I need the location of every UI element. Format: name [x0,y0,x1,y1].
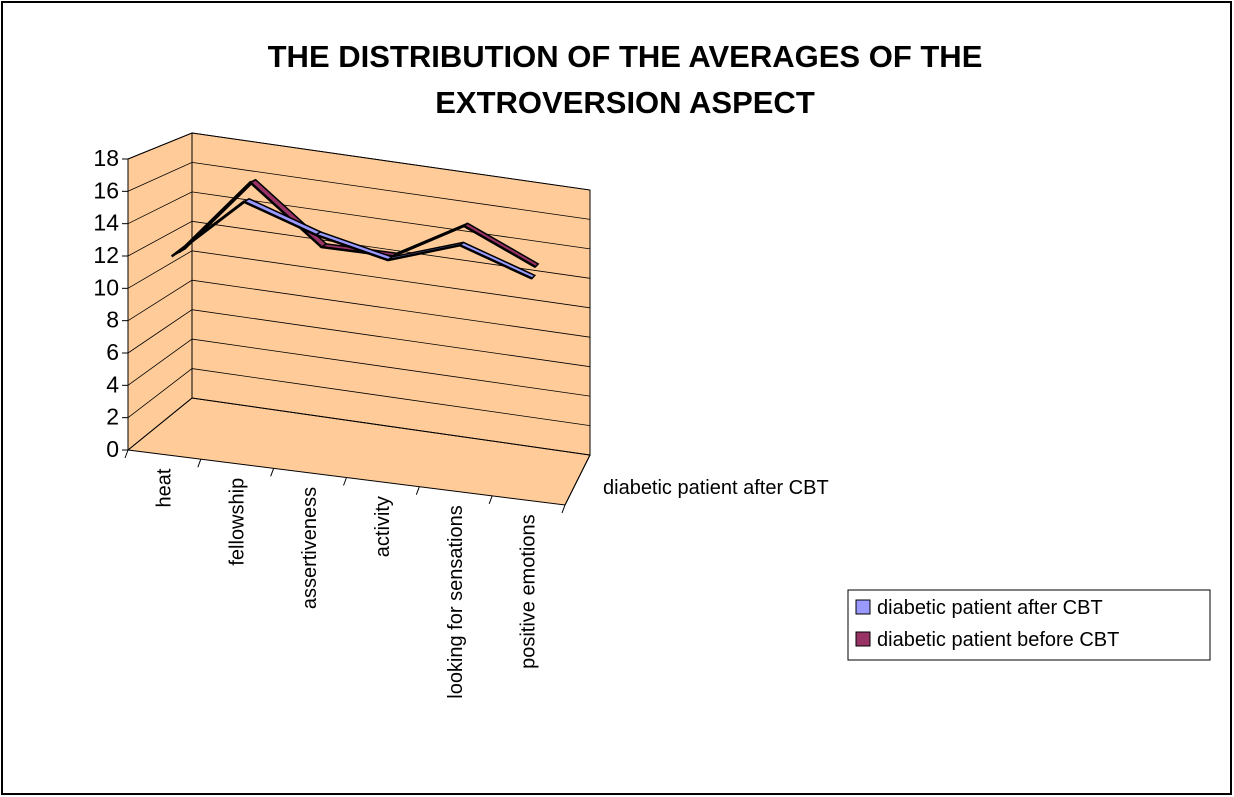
y-tick-label: 18 [93,145,119,171]
y-tick-label: 4 [106,371,119,397]
depth-axis [564,454,591,506]
x-tick [415,486,420,495]
grid-line [127,250,591,309]
x-tick-label: positive emotions [518,514,540,669]
grid-line [127,309,591,368]
side-wall [127,132,193,452]
depth-label: diabetic patient after CBT [603,477,829,499]
x-tick [343,477,347,486]
y-tick-label: 12 [93,242,119,268]
series-line [170,200,533,280]
legend-label: diabetic patient before CBT [877,629,1119,651]
grid-line [127,368,591,426]
y-tick-label: 8 [106,307,119,333]
x-tick [488,495,493,505]
x-tick-label: assertiveness [299,487,321,609]
grid-line [127,279,591,338]
x-tick [124,449,129,459]
grid-line [127,338,591,397]
y-tick-label: 10 [93,274,119,300]
x-tick-label: looking for sensations [445,505,467,698]
x-tick [561,504,566,514]
x-tick-label: fellowship [226,478,248,566]
legend-label: diabetic patient after CBT [877,597,1103,619]
grid-line [127,161,591,220]
y-tick-label: 0 [106,436,119,462]
x-tick-label: activity [372,496,394,557]
x-tick-label: heat [153,468,175,507]
x-tick [197,458,202,468]
grid-line [127,132,591,191]
chart-title: THE DISTRIBUTION OF THE AVERAGES OF THE [268,39,983,74]
chart-title-line2: EXTROVERSION ASPECT [435,85,815,120]
y-tick-label: 2 [106,404,119,430]
legend [847,589,1211,661]
y-tick-label: 16 [93,177,119,203]
y-tick-label: 6 [106,339,119,365]
legend-swatch [855,631,871,647]
x-tick [270,468,275,477]
legend-swatch [855,599,871,615]
grid-line [127,220,591,279]
y-tick-label: 14 [93,210,119,236]
grid-line [127,397,591,456]
series-line [178,180,537,268]
